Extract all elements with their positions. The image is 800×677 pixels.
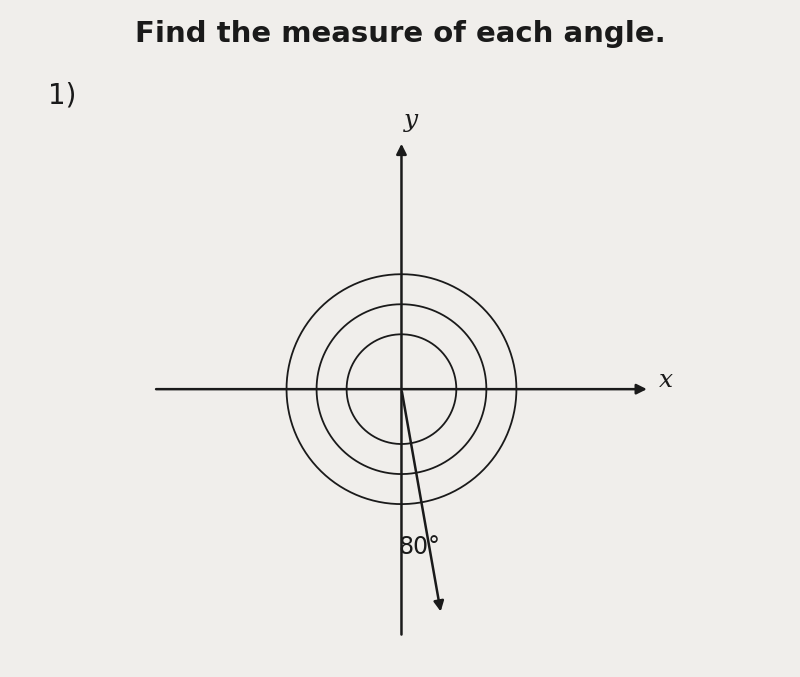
Text: 1): 1) <box>48 81 76 109</box>
Text: y: y <box>403 109 418 132</box>
Text: 80°: 80° <box>398 535 441 559</box>
Text: Find the measure of each angle.: Find the measure of each angle. <box>134 20 666 48</box>
Text: x: x <box>658 368 673 391</box>
